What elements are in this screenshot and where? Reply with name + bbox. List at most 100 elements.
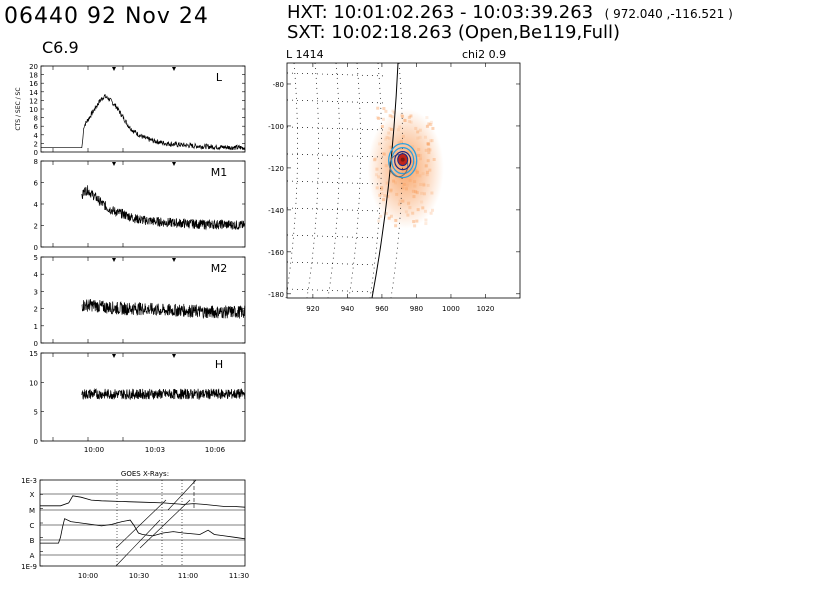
sxt-pixel — [424, 218, 428, 222]
sxt-pixel — [424, 222, 428, 226]
y-tick-label-m1: 2 — [34, 223, 38, 231]
interval-marker — [172, 258, 176, 262]
sxt-pixel — [374, 173, 378, 177]
sxt-pixel — [387, 131, 391, 135]
sxt-pixel — [428, 148, 432, 152]
sxt-pixel — [420, 191, 424, 195]
sxt-pixel — [425, 116, 429, 120]
sxt-pixel — [393, 164, 397, 168]
sxt-pixel — [379, 214, 383, 218]
y-tick-label-h: 15 — [29, 350, 38, 358]
panel-label-m2: M2 — [211, 262, 228, 275]
sxt-pixel — [415, 173, 419, 177]
image-label-left: L 1414 — [286, 48, 324, 61]
sxt-pixel — [398, 125, 402, 129]
goes-diagonal — [139, 499, 191, 549]
sxt-pixel — [422, 192, 426, 196]
hxt-peak — [400, 157, 405, 162]
sxt-pixel — [385, 181, 389, 185]
sxt-pixel — [389, 165, 393, 169]
longitude-gridline — [348, 62, 361, 299]
sxt-pixel — [429, 211, 433, 215]
sxt-pixel — [429, 120, 433, 124]
goes-class-label: B — [30, 537, 35, 545]
y-tick-label-h: 0 — [34, 438, 38, 446]
sxt-pixel — [373, 158, 377, 162]
sxt-pixel — [390, 115, 394, 119]
sxt-pixel — [385, 135, 389, 139]
y-tick-label-l: 12 — [29, 97, 38, 105]
sxt-pixel — [413, 224, 417, 228]
y-tick-label-m2: 5 — [34, 254, 38, 262]
sxt-pixel — [375, 116, 379, 120]
image-x-tick-label: 1020 — [477, 305, 495, 313]
y-tick-label-m2: 3 — [34, 288, 38, 296]
sxt-pixel — [378, 142, 382, 146]
sxt-pixel — [403, 119, 407, 123]
image-y-tick-label: -180 — [268, 291, 284, 299]
sxt-pixel — [407, 119, 411, 123]
sxt-pixel — [399, 147, 403, 151]
sxt-pixel — [428, 168, 432, 172]
sxt-pixel — [380, 124, 384, 128]
sxt-pixel — [406, 213, 410, 217]
panel-label-m1: M1 — [211, 166, 228, 179]
sxt-pixel — [377, 219, 381, 223]
latitude-gridline — [286, 234, 379, 239]
sxt-pixel — [384, 137, 388, 141]
goes-panel-frame — [39, 479, 246, 567]
sxt-pixel — [388, 145, 392, 149]
sxt-pixel — [425, 124, 429, 128]
sxt-pixel — [429, 139, 433, 143]
latitude-gridline — [286, 126, 384, 131]
latitude-gridline — [286, 180, 382, 185]
solar-limb — [371, 62, 399, 299]
sxt-pixel — [430, 139, 434, 143]
y-tick-label-h: 5 — [34, 409, 38, 417]
sxt-pixel — [384, 109, 388, 113]
interval-marker — [172, 67, 176, 71]
image-y-tick-label: -160 — [268, 249, 284, 257]
sxt-pixel — [427, 122, 431, 126]
sxt-pixel — [383, 194, 387, 198]
sxt-pixel — [394, 218, 398, 222]
sxt-pixel — [393, 181, 397, 185]
latitude-gridline — [286, 261, 378, 266]
sxt-pixel — [389, 190, 393, 194]
y-tick-label-l: 8 — [34, 115, 38, 123]
sxt-pixel — [388, 127, 392, 131]
goes-ylim-bottom: 1E-9 — [21, 563, 37, 571]
sxt-pixel — [401, 166, 405, 170]
goes-class-label: M — [29, 507, 35, 515]
sxt-pixel — [385, 212, 389, 216]
goes-x-tick-label: 11:00 — [178, 572, 198, 580]
goes-x-tick-label: 10:30 — [129, 572, 149, 580]
sxt-pixel — [419, 182, 423, 186]
sxt-pixel — [408, 178, 412, 182]
sxt-pixel — [382, 198, 386, 202]
sxt-pixel — [418, 135, 422, 139]
sxt-pixel — [382, 152, 386, 156]
image-y-tick-label: -140 — [268, 207, 284, 215]
y-axis-label: CTS / SEC / SC — [15, 87, 22, 130]
sxt-pixel — [430, 191, 434, 195]
sxt-pixel — [377, 175, 381, 179]
sxt-pixel — [416, 208, 420, 212]
latitude-gridline — [286, 207, 380, 212]
sxt-pixel — [407, 201, 411, 205]
sxt-pixel — [426, 159, 430, 163]
y-tick-label-m2: 0 — [34, 340, 38, 348]
longitude-gridline — [327, 62, 340, 299]
sxt-pixel — [431, 126, 435, 130]
goes-ylim-top: 1E-3 — [21, 477, 37, 485]
sxt-pixel — [404, 187, 408, 191]
x-tick-label: 10:03 — [145, 446, 165, 454]
y-tick-label-l: 4 — [34, 132, 39, 140]
flare-id-date: 06440 92 Nov 24 — [4, 4, 209, 29]
trace-m2 — [81, 299, 246, 319]
y-tick-label-m1: 8 — [34, 158, 38, 166]
sxt-pixel — [407, 115, 411, 119]
goes-diagonal — [167, 479, 197, 511]
goes-title: GOES X-Rays: — [121, 470, 169, 478]
y-tick-label-m1: 4 — [34, 201, 39, 209]
